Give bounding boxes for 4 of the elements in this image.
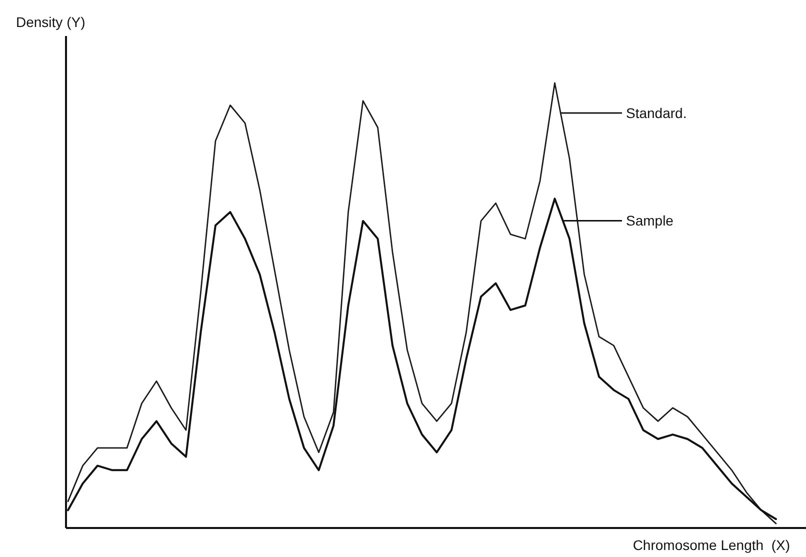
legend-label: Sample [626, 212, 674, 229]
y-axis-title: Density (Y) [16, 14, 86, 30]
legend-label: Standard. [626, 105, 687, 121]
x-axis-title: Chromosome Length (X) [632, 537, 790, 553]
